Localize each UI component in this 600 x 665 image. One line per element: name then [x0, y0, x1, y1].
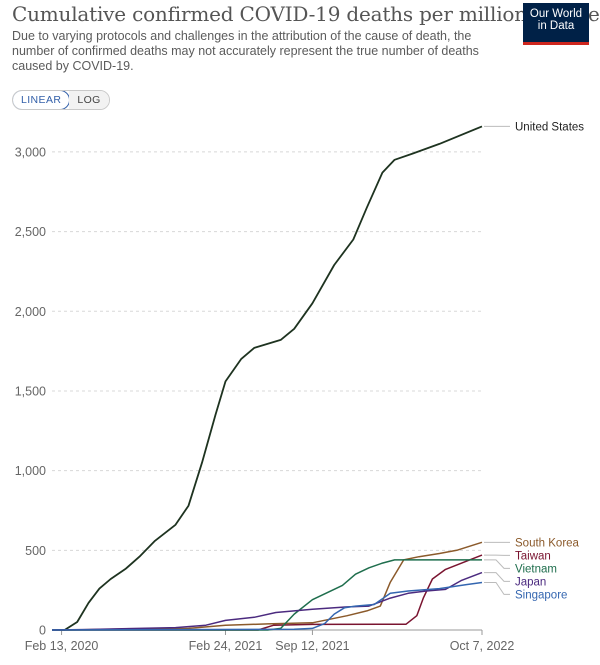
series-label-taiwan[interactable]: Taiwan [515, 550, 551, 562]
series-line-united-states[interactable] [52, 125, 483, 631]
log-scale-button[interactable]: LOG [69, 91, 109, 109]
x-tick-label: Feb 13, 2020 [25, 639, 99, 653]
x-tick-label: Feb 24, 2021 [189, 639, 263, 653]
y-tick-label: 3,000 [15, 145, 46, 159]
series-label-vietnam[interactable]: Vietnam [515, 563, 557, 575]
y-tick-label: 500 [25, 544, 46, 558]
y-tick-label: 2,500 [15, 225, 46, 239]
y-tick-label: 0 [39, 624, 46, 638]
label-connector [484, 559, 510, 569]
owid-logo[interactable]: Our World in Data [523, 3, 589, 45]
chart-subtitle: Due to varying protocols and challenges … [12, 29, 479, 73]
series-line-vietnam[interactable] [52, 559, 482, 631]
axes: 0 500 1,000 1,500 2,000 2,500 3,000 Feb 13, 202… [15, 145, 515, 653]
y-tick-label: 2,000 [15, 305, 46, 319]
x-tick-label: Oct 7, 2022 [450, 639, 515, 653]
logo-line-2: in Data [537, 20, 575, 32]
grid-lines [52, 151, 482, 551]
series-lines [51, 125, 483, 631]
series-label-south-korea[interactable]: South Korea [515, 537, 580, 549]
logo-line-1: Our World [529, 8, 583, 20]
y-tick-label: 1,000 [15, 464, 46, 478]
x-tick-label: Sep 12, 2021 [275, 639, 349, 653]
chart-title: Cumulative confirmed COVID-19 deaths per… [12, 2, 600, 26]
series-line-singapore[interactable] [51, 581, 483, 631]
series-label-japan[interactable]: Japan [515, 576, 546, 588]
series-label-united-states[interactable]: United States [515, 121, 584, 133]
series-line-taiwan[interactable] [52, 554, 483, 631]
label-connector [484, 572, 510, 582]
linear-scale-button[interactable]: LINEAR [12, 91, 71, 109]
series-line-japan[interactable] [51, 571, 483, 631]
series-labels: United States South KoreaTaiwanVietnamJap… [484, 121, 584, 601]
series-line-south-korea[interactable] [52, 541, 483, 631]
y-tick-label: 1,500 [15, 384, 46, 398]
scale-toggle: LINEAR LOG [12, 90, 110, 110]
series-label-singapore[interactable]: Singapore [515, 589, 567, 601]
label-connector [484, 582, 510, 595]
